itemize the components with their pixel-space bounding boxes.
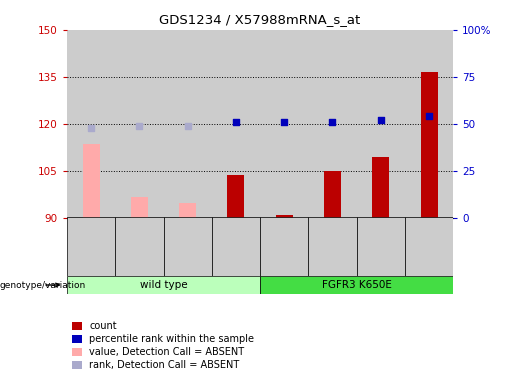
- Bar: [405, 217, 453, 276]
- Bar: [228, 176, 245, 217]
- Bar: [324, 171, 341, 217]
- Bar: [67, 276, 260, 294]
- Bar: [212, 30, 260, 217]
- Bar: [421, 72, 438, 217]
- Point: [183, 123, 192, 129]
- Bar: [308, 30, 356, 217]
- Text: FGFR3 K650E: FGFR3 K650E: [322, 280, 391, 290]
- Bar: [260, 30, 308, 217]
- Point: [425, 113, 433, 119]
- Bar: [67, 217, 115, 276]
- Bar: [372, 157, 389, 218]
- Point: [376, 117, 385, 123]
- Bar: [276, 215, 293, 217]
- Legend: count, percentile rank within the sample, value, Detection Call = ABSENT, rank, : count, percentile rank within the sample…: [72, 321, 254, 370]
- Bar: [308, 217, 356, 276]
- Bar: [179, 203, 196, 217]
- Bar: [356, 30, 405, 217]
- Point: [232, 119, 240, 125]
- Bar: [163, 30, 212, 217]
- Bar: [67, 30, 115, 217]
- Bar: [115, 217, 163, 276]
- Point: [329, 119, 337, 125]
- Point: [135, 123, 144, 129]
- Text: wild type: wild type: [140, 280, 187, 290]
- Bar: [405, 30, 453, 217]
- Bar: [82, 144, 99, 218]
- Bar: [115, 30, 163, 217]
- Bar: [260, 217, 308, 276]
- Bar: [260, 276, 453, 294]
- Bar: [131, 197, 148, 217]
- Bar: [356, 217, 405, 276]
- Title: GDS1234 / X57988mRNA_s_at: GDS1234 / X57988mRNA_s_at: [160, 13, 360, 26]
- Bar: [212, 217, 260, 276]
- Point: [280, 119, 288, 125]
- Bar: [163, 217, 212, 276]
- Point: [87, 124, 95, 130]
- Text: genotype/variation: genotype/variation: [0, 280, 86, 290]
